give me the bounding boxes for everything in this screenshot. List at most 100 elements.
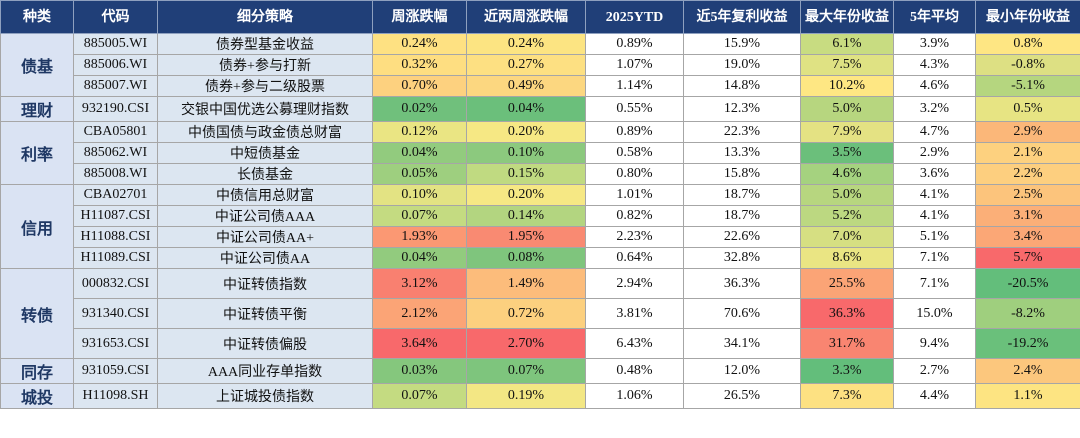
five-year-average: 5.1% (893, 226, 976, 248)
five-year-cagr: 26.5% (683, 383, 801, 409)
weekly-change: 0.24% (372, 33, 467, 55)
weekly-change: 0.70% (372, 75, 467, 97)
code: 885006.WI (73, 54, 158, 76)
code: 885062.WI (73, 142, 158, 164)
two-week-change: 1.95% (466, 226, 586, 248)
five-year-average: 9.4% (893, 328, 976, 359)
category-cell: 信用 (0, 184, 74, 269)
table-row: 885006.WI 债券+参与打新 0.32% 0.27% 1.07% 19.0% 7.5%… (1, 54, 1080, 76)
strategy: 交银中国优选公募理财指数 (157, 96, 373, 122)
strategy: 中债信用总财富 (157, 184, 373, 206)
two-week-change: 0.10% (466, 142, 586, 164)
two-week-change: 0.04% (466, 96, 586, 122)
table-row: 885062.WI 中短债基金 0.04% 0.10% 0.58% 13.3% 3.5% 2.… (1, 142, 1080, 164)
five-year-average: 4.4% (893, 383, 976, 409)
two-week-change: 0.49% (466, 75, 586, 97)
min-year-return: 2.4% (975, 358, 1080, 384)
five-year-cagr: 70.6% (683, 298, 801, 329)
strategy: 债券型基金收益 (157, 33, 373, 55)
code: 000832.CSI (73, 268, 158, 299)
code: 931059.CSI (73, 358, 158, 384)
code: CBA02701 (73, 184, 158, 206)
strategy: 上证城投债指数 (157, 383, 373, 409)
ytd: 0.89% (585, 33, 684, 55)
max-year-return: 3.5% (800, 142, 894, 164)
category-cell: 城投 (0, 383, 74, 409)
weekly-change: 2.12% (372, 298, 467, 329)
min-year-return: -0.8% (975, 54, 1080, 76)
strategy: AAA同业存单指数 (157, 358, 373, 384)
max-year-return: 7.0% (800, 226, 894, 248)
table-row: H11089.CSI 中证公司债AA 0.04% 0.08% 0.64% 32.8% 8.6… (1, 247, 1080, 269)
five-year-cagr: 22.6% (683, 226, 801, 248)
ytd: 0.80% (585, 163, 684, 185)
weekly-change: 0.07% (372, 383, 467, 409)
weekly-change: 1.93% (372, 226, 467, 248)
table-row: 利率 CBA05801 中债国债与政金债总财富 0.12% 0.20% 0.89% 22.3… (0, 121, 1080, 185)
five-year-cagr: 19.0% (683, 54, 801, 76)
five-year-average: 2.7% (893, 358, 976, 384)
min-year-return: -20.5% (975, 268, 1080, 299)
two-week-change: 0.14% (466, 205, 586, 227)
five-year-cagr: 13.3% (683, 142, 801, 164)
min-year-return: 2.1% (975, 142, 1080, 164)
two-week-change: 0.15% (466, 163, 586, 185)
two-week-change: 0.07% (466, 358, 586, 384)
ytd: 0.58% (585, 142, 684, 164)
code: 885007.WI (73, 75, 158, 97)
header-cell: 2025YTD (585, 0, 684, 34)
min-year-return: 1.1% (975, 383, 1080, 409)
five-year-average: 7.1% (893, 268, 976, 299)
min-year-return: -5.1% (975, 75, 1080, 97)
ytd: 2.23% (585, 226, 684, 248)
five-year-cagr: 36.3% (683, 268, 801, 299)
code: 931653.CSI (73, 328, 158, 359)
max-year-return: 10.2% (800, 75, 894, 97)
table-row: 885007.WI 债券+参与二级股票 0.70% 0.49% 1.14% 14.8% 10… (1, 75, 1080, 97)
min-year-return: 2.2% (975, 163, 1080, 185)
five-year-average: 4.1% (893, 205, 976, 227)
two-week-change: 0.20% (466, 121, 586, 143)
weekly-change: 0.02% (372, 96, 467, 122)
max-year-return: 5.0% (800, 96, 894, 122)
category-cell: 转债 (0, 268, 74, 359)
ytd: 1.01% (585, 184, 684, 206)
ytd: 6.43% (585, 328, 684, 359)
max-year-return: 5.2% (800, 205, 894, 227)
ytd: 1.14% (585, 75, 684, 97)
ytd: 0.48% (585, 358, 684, 384)
five-year-cagr: 22.3% (683, 121, 801, 143)
five-year-average: 3.6% (893, 163, 976, 185)
max-year-return: 36.3% (800, 298, 894, 329)
ytd: 0.55% (585, 96, 684, 122)
five-year-cagr: 18.7% (683, 184, 801, 206)
strategy: 中证公司债AA (157, 247, 373, 269)
two-week-change: 1.49% (466, 268, 586, 299)
weekly-change: 0.10% (372, 184, 467, 206)
five-year-cagr: 14.8% (683, 75, 801, 97)
header-cell: 种类 (0, 0, 74, 34)
five-year-cagr: 15.9% (683, 33, 801, 55)
strategy: 中债国债与政金债总财富 (157, 121, 373, 143)
code: CBA05801 (73, 121, 158, 143)
category-cell: 债基 (0, 33, 74, 97)
max-year-return: 6.1% (800, 33, 894, 55)
code: H11089.CSI (73, 247, 158, 269)
header-cell: 5年平均 (893, 0, 976, 34)
strategy: 中证转债平衡 (157, 298, 373, 329)
strategy: 债券+参与二级股票 (157, 75, 373, 97)
five-year-average: 4.6% (893, 75, 976, 97)
header-cell: 最小年份收益 (975, 0, 1080, 34)
weekly-change: 3.64% (372, 328, 467, 359)
max-year-return: 25.5% (800, 268, 894, 299)
two-week-change: 0.72% (466, 298, 586, 329)
header-cell: 周涨跌幅 (372, 0, 467, 34)
ytd: 0.64% (585, 247, 684, 269)
ytd: 2.94% (585, 268, 684, 299)
header-cell: 最大年份收益 (800, 0, 894, 34)
ytd: 1.07% (585, 54, 684, 76)
category-cell: 利率 (0, 121, 74, 185)
min-year-return: 0.8% (975, 33, 1080, 55)
strategy: 债券+参与打新 (157, 54, 373, 76)
